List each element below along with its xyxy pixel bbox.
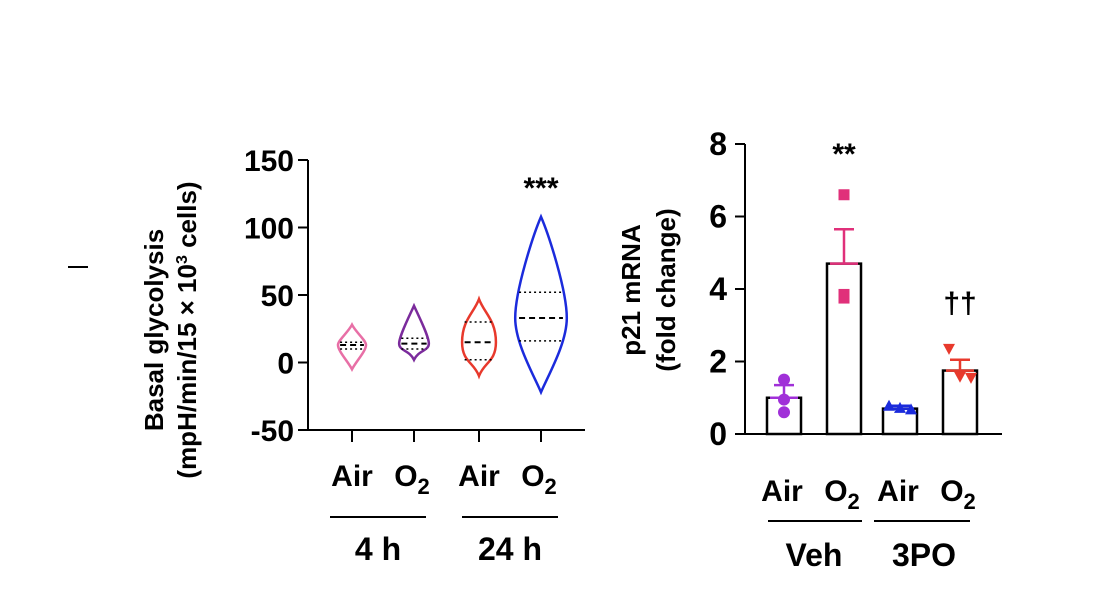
data-point bbox=[943, 343, 955, 355]
significance-marker: †† bbox=[943, 287, 976, 320]
violin-y-tick-label: 0 bbox=[277, 348, 294, 381]
bar-x-tick-label: Air bbox=[877, 475, 919, 508]
bar-x-tick-label: Air bbox=[761, 475, 803, 508]
violin-y-label-sup: 3 bbox=[174, 255, 191, 264]
bar-y-tick-label: 4 bbox=[709, 271, 727, 307]
bar-series: ** †† bbox=[765, 138, 979, 436]
bar-y-tick-label: 2 bbox=[709, 344, 727, 380]
significance-marker: *** bbox=[523, 172, 558, 205]
violin-y-tick-label: 100 bbox=[244, 213, 294, 246]
violin-y-label-line1: Basal glycolysis bbox=[139, 229, 169, 431]
data-point bbox=[778, 373, 790, 386]
bar-x-tick-label: O2 bbox=[940, 475, 976, 514]
violin-x-tick-label: O2 bbox=[394, 460, 430, 499]
bar-y-label-line1: p21 mRNA bbox=[616, 224, 646, 356]
violin-x-tick-label: Air bbox=[331, 460, 373, 493]
group-label: 4 h bbox=[355, 531, 401, 567]
data-point bbox=[778, 406, 790, 419]
data-point bbox=[954, 371, 966, 383]
group-label: 24 h bbox=[478, 531, 542, 567]
violin-chart: Basal glycolysis (mpH/min/15 × 103 cells… bbox=[139, 145, 585, 567]
violin-y-label-prefix: (mpH/min/15 × 10 bbox=[172, 264, 202, 479]
stray-dash-mark bbox=[68, 266, 88, 268]
bar-x-tick-label-subscript: 2 bbox=[964, 489, 976, 514]
violin-x-tick-label-subscript: 2 bbox=[545, 474, 557, 499]
bar-x-axis: Air O2 Air O2 Veh 3PO bbox=[761, 475, 976, 573]
significance-marker: ** bbox=[832, 138, 856, 171]
violin-x-tick-label-subscript: 2 bbox=[418, 474, 430, 499]
bar-y-tick-label: 0 bbox=[709, 416, 727, 452]
data-point bbox=[838, 292, 850, 304]
violin-y-tick-label: 150 bbox=[244, 145, 294, 178]
violin-shape bbox=[397, 302, 431, 363]
violin-x-tick-label: Air bbox=[458, 460, 500, 493]
violin-series: *** bbox=[336, 172, 569, 396]
violin-y-axis: 150 100 50 0 -50 bbox=[244, 145, 585, 448]
violin-shape bbox=[513, 213, 569, 396]
bar-y-label-line2: (fold change) bbox=[651, 208, 681, 371]
bar-x-tick-label: O2 bbox=[824, 475, 860, 514]
group-label: Veh bbox=[786, 537, 843, 573]
violin-y-tick-label: -50 bbox=[251, 415, 294, 448]
bar-x-tick-label-subscript: 2 bbox=[848, 489, 860, 514]
bar-y-tick-label: 6 bbox=[709, 199, 727, 235]
violin-shape bbox=[460, 295, 498, 380]
bar-y-tick-label: 8 bbox=[709, 126, 727, 162]
data-point bbox=[838, 189, 850, 201]
data-point bbox=[894, 401, 906, 413]
violin-x-axis: Air O2 Air O2 4 h 24 h bbox=[330, 430, 558, 567]
data-point bbox=[965, 372, 977, 384]
data-point bbox=[778, 393, 790, 406]
violin-x-tick-label: O2 bbox=[521, 460, 557, 499]
violin-y-label-suffix: cells) bbox=[172, 181, 202, 255]
violin-shape bbox=[336, 322, 368, 372]
violin-y-tick-label: 50 bbox=[261, 280, 294, 313]
data-point bbox=[905, 403, 917, 415]
bar-y-axis: 8 6 4 2 0 bbox=[709, 126, 1002, 452]
data-point bbox=[883, 399, 895, 411]
violin-y-label-line2: (mpH/min/15 × 103 cells) bbox=[172, 181, 202, 478]
group-label: 3PO bbox=[892, 537, 956, 573]
